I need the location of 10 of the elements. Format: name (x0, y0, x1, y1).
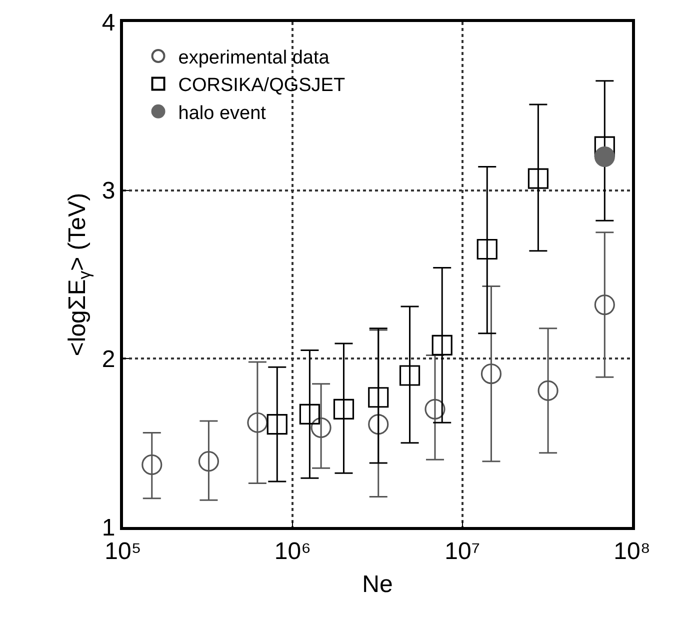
legend-label: halo event (178, 102, 267, 124)
y-tick-label: 2 (102, 346, 116, 374)
x-tick-label: 10⁶ (274, 538, 311, 565)
y-tick-label: 4 (102, 9, 116, 36)
y-tick-label: 3 (102, 178, 116, 205)
legend-label: experimental data (178, 47, 330, 68)
legend-label: CORSIKA/QGSJET (178, 75, 346, 96)
x-tick-label: 10⁸ (614, 538, 650, 565)
x-axis-title: Ne (362, 571, 393, 598)
x-tick-label: 10⁷ (444, 538, 480, 565)
